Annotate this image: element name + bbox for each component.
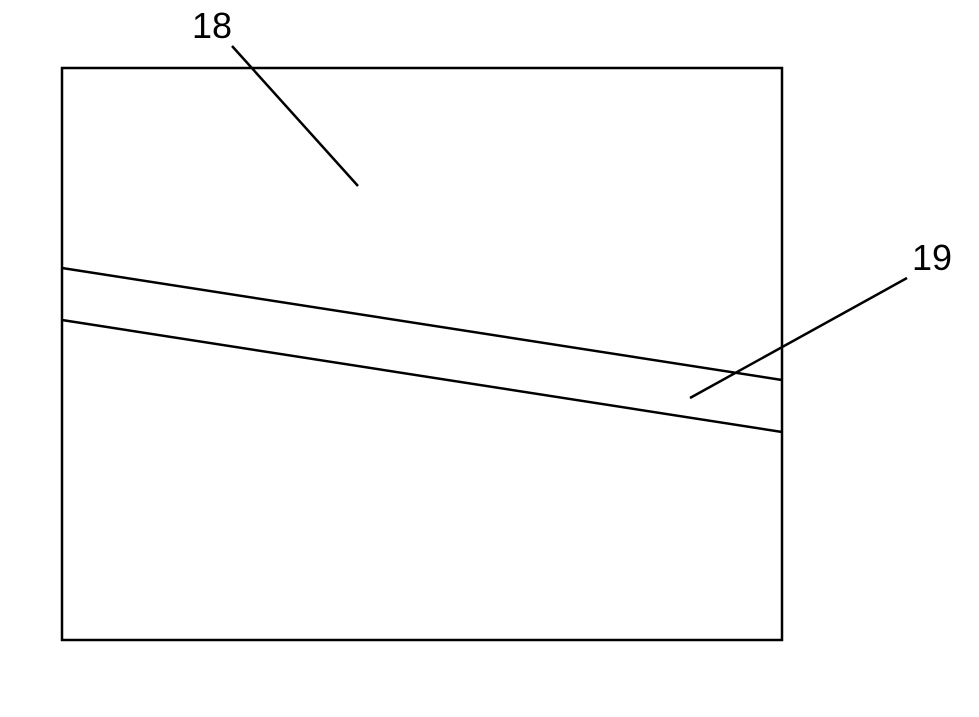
diagram-svg: 18 19 bbox=[0, 0, 979, 712]
diagram-container: 18 19 bbox=[0, 0, 979, 712]
main-rectangle bbox=[62, 68, 782, 640]
label-19-text: 19 bbox=[912, 237, 952, 278]
diagonal-band-bottom-line bbox=[62, 320, 782, 432]
label-19-leader-line bbox=[690, 278, 907, 398]
label-18-text: 18 bbox=[192, 5, 232, 46]
diagonal-band-top-line bbox=[62, 268, 782, 380]
